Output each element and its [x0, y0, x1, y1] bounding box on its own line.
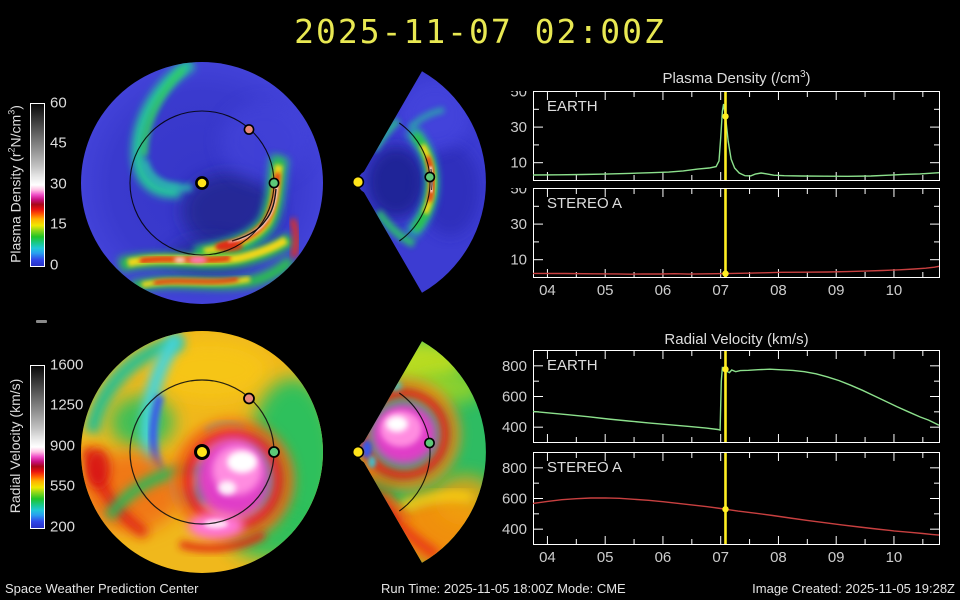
timeseries-plot: 04 05 06 07 08 09 10 400 600 800 STEREO A [502, 452, 940, 566]
earth-marker [424, 171, 436, 183]
x-tick-label: 08 [770, 282, 787, 299]
footer-created-info: Image Created: 2025-11-05 19:28Z [752, 581, 955, 596]
y-tick-label: 800 [502, 460, 527, 477]
x-tick-label: 05 [597, 282, 614, 299]
y-tick-label: 10 [510, 155, 527, 172]
panel-label: STEREO A [547, 459, 622, 476]
divider-dash [36, 320, 47, 323]
series-line [532, 366, 940, 432]
earth-marker [268, 446, 280, 458]
colorbar-tick: 60 [50, 94, 67, 112]
timeseries-plot: 10 30 50 EARTH [510, 84, 940, 181]
velocity-meridional-map [351, 341, 486, 563]
y-tick-label: 400 [502, 419, 527, 436]
x-tick-label: 08 [770, 549, 787, 566]
time-marker-dot [722, 366, 729, 373]
sun-marker [351, 175, 365, 189]
y-tick-label: 30 [510, 119, 527, 136]
x-tick-label: 10 [886, 282, 903, 299]
x-tick-label: 07 [712, 549, 729, 566]
y-tick-label: 50 [510, 91, 527, 101]
y-tick-label: 10 [510, 252, 527, 269]
colorbar-tick: 900 [50, 437, 76, 455]
colorbar-tick: 1600 [50, 356, 84, 374]
plot-frame [533, 350, 940, 443]
x-tick-label: 04 [539, 549, 556, 566]
y-tick-label: 400 [502, 521, 527, 538]
sun-marker [194, 444, 210, 460]
colorbar-tick: 30 [50, 175, 67, 193]
x-tick-label: 07 [712, 282, 729, 299]
panel-label: EARTH [547, 98, 598, 115]
time-marker-dot [722, 113, 729, 120]
chart-velocity-stereo-a: 04 05 06 07 08 09 10 400 600 800 STEREO A [493, 452, 953, 574]
velocity-ecliptic-map [81, 331, 323, 573]
colorbar-tick: 1250 [50, 396, 84, 414]
colorbar-tick: 45 [50, 134, 67, 152]
x-tick-label: 10 [886, 549, 903, 566]
series-line [532, 265, 940, 275]
y-tick-label: 50 [510, 188, 527, 198]
y-tick-label: 600 [502, 491, 527, 508]
timeseries-plot: 04 05 06 07 08 09 10 10 30 50 STEREO A [510, 181, 940, 299]
series-line [532, 103, 940, 178]
colorbar-tick: 200 [50, 518, 76, 536]
stereo-a-marker [243, 124, 255, 135]
x-tick-label: 06 [655, 282, 672, 299]
series-line [532, 497, 940, 536]
page-title: 2025-11-07 02:00Z [294, 12, 666, 51]
time-marker-dot [722, 506, 729, 513]
chart-density-earth: 10 30 50 EARTH [493, 84, 953, 210]
panel-label: STEREO A [547, 195, 622, 212]
x-tick-label: 06 [655, 549, 672, 566]
time-marker-dot [722, 270, 729, 277]
x-tick-label: 05 [597, 549, 614, 566]
y-tick-label: 800 [502, 358, 527, 375]
orbit-arc [398, 392, 431, 512]
sun-marker [195, 176, 209, 190]
timeseries-plot: 400 600 800 EARTH [502, 350, 940, 443]
y-tick-label: 30 [510, 216, 527, 233]
density-ecliptic-map [81, 62, 323, 304]
earth-marker [424, 437, 435, 449]
sun-marker [351, 445, 365, 459]
chart-density-stereo-a: 04 05 06 07 08 09 10 10 30 50 STEREO A [493, 181, 953, 307]
density-meridional-map [351, 71, 486, 293]
colorbar-density-label: Plasma Density (r2N/cm3) [6, 105, 24, 263]
colorbar-tick: 550 [50, 477, 76, 495]
plot-frame [533, 91, 940, 181]
colorbar-velocity-gradient [30, 365, 45, 529]
stereo-a-marker [243, 392, 255, 405]
colorbar-velocity-label: Radial Velocity (km/s) [7, 378, 23, 514]
colorbar-density-gradient [30, 103, 45, 267]
plot-frame [533, 452, 940, 545]
y-tick-label: 600 [502, 389, 527, 406]
x-tick-label: 09 [828, 549, 845, 566]
chart-velocity-earth: 400 600 800 EARTH [493, 350, 953, 472]
density-chart-title: Plasma Density (/cm3) [662, 69, 811, 87]
colorbar-tick: 0 [50, 256, 59, 274]
earth-marker [268, 177, 280, 189]
x-tick-label: 09 [828, 282, 845, 299]
footer-org: Space Weather Prediction Center [5, 581, 199, 596]
panel-label: EARTH [547, 357, 598, 374]
plot-frame [533, 188, 940, 278]
velocity-chart-title: Radial Velocity (km/s) [664, 331, 809, 348]
x-tick-label: 04 [539, 282, 556, 299]
footer-run-info: Run Time: 2025-11-05 18:00Z Mode: CME [381, 581, 626, 596]
colorbar-tick: 15 [50, 215, 67, 233]
